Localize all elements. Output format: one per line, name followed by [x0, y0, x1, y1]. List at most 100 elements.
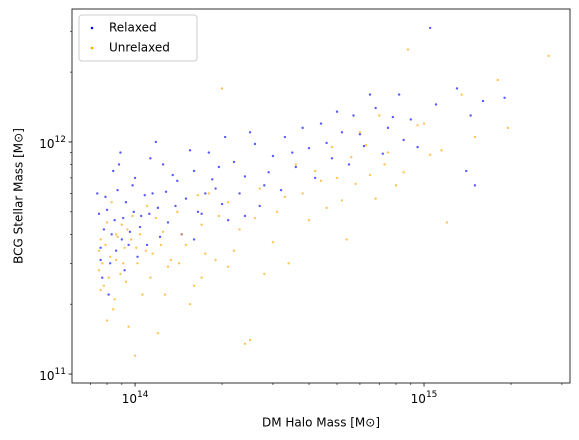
point [211, 178, 214, 181]
point [397, 93, 401, 96]
point [220, 202, 224, 206]
point [271, 240, 275, 244]
legend-marker [90, 26, 94, 30]
point [473, 184, 477, 187]
point [335, 110, 339, 113]
point [97, 249, 101, 252]
point [145, 204, 149, 208]
point [301, 192, 304, 195]
point [340, 199, 344, 202]
point [166, 265, 170, 268]
point [445, 221, 449, 224]
point [188, 149, 192, 152]
point [352, 114, 355, 117]
point [136, 262, 139, 265]
point [114, 258, 118, 262]
point [232, 160, 236, 164]
point [253, 216, 257, 220]
point [434, 103, 438, 106]
point [164, 190, 168, 193]
point [220, 87, 224, 90]
point [131, 214, 134, 218]
point [124, 201, 128, 204]
point [506, 126, 510, 130]
point [368, 93, 372, 96]
y-axis-label: BCG Stellar Mass [M⊙] [12, 128, 26, 264]
point [232, 249, 236, 252]
point [416, 145, 419, 149]
point [124, 280, 128, 283]
point [101, 276, 104, 279]
point [313, 169, 317, 173]
point [105, 319, 109, 322]
point [248, 338, 252, 342]
point [166, 221, 170, 224]
point [409, 118, 413, 121]
point [481, 99, 485, 103]
point [133, 176, 137, 180]
point [267, 171, 270, 174]
point [110, 201, 113, 204]
point [207, 151, 211, 154]
point [127, 243, 130, 247]
point [192, 284, 196, 288]
point [279, 188, 283, 192]
point [154, 140, 158, 144]
point [294, 165, 298, 169]
point [161, 163, 165, 166]
point [122, 216, 125, 220]
point [131, 184, 134, 187]
point [132, 210, 136, 214]
point [123, 246, 126, 249]
point [133, 354, 137, 357]
point [101, 262, 104, 265]
point [291, 151, 294, 154]
point [102, 228, 106, 231]
point [126, 228, 129, 231]
point [177, 262, 181, 265]
point [116, 188, 119, 192]
point [243, 214, 247, 218]
point [123, 269, 126, 272]
point [107, 276, 110, 279]
point [226, 219, 230, 222]
point [127, 325, 130, 328]
point [362, 144, 366, 148]
point [428, 26, 432, 30]
point [200, 276, 203, 279]
point [496, 78, 499, 82]
point [120, 223, 124, 226]
point [196, 193, 200, 197]
point [113, 219, 116, 222]
point [122, 262, 125, 265]
point [111, 169, 115, 173]
point [319, 179, 323, 183]
point [119, 272, 122, 276]
point [163, 293, 167, 296]
point [325, 206, 328, 210]
point [151, 252, 154, 255]
point [465, 169, 468, 173]
point [99, 288, 102, 292]
point [149, 157, 152, 160]
point [174, 204, 177, 208]
point [358, 131, 362, 134]
point [136, 255, 139, 259]
point [114, 233, 118, 236]
point [196, 210, 200, 214]
point [243, 342, 247, 345]
x-tick-label: 1014 [122, 390, 149, 406]
point [192, 169, 196, 173]
point [330, 145, 334, 149]
point [313, 176, 317, 180]
point [319, 122, 323, 125]
point [171, 173, 174, 177]
point [358, 132, 362, 136]
point [287, 262, 290, 265]
point [113, 298, 116, 301]
point [386, 126, 390, 130]
point [111, 308, 115, 311]
point [223, 135, 227, 139]
point [422, 122, 426, 125]
